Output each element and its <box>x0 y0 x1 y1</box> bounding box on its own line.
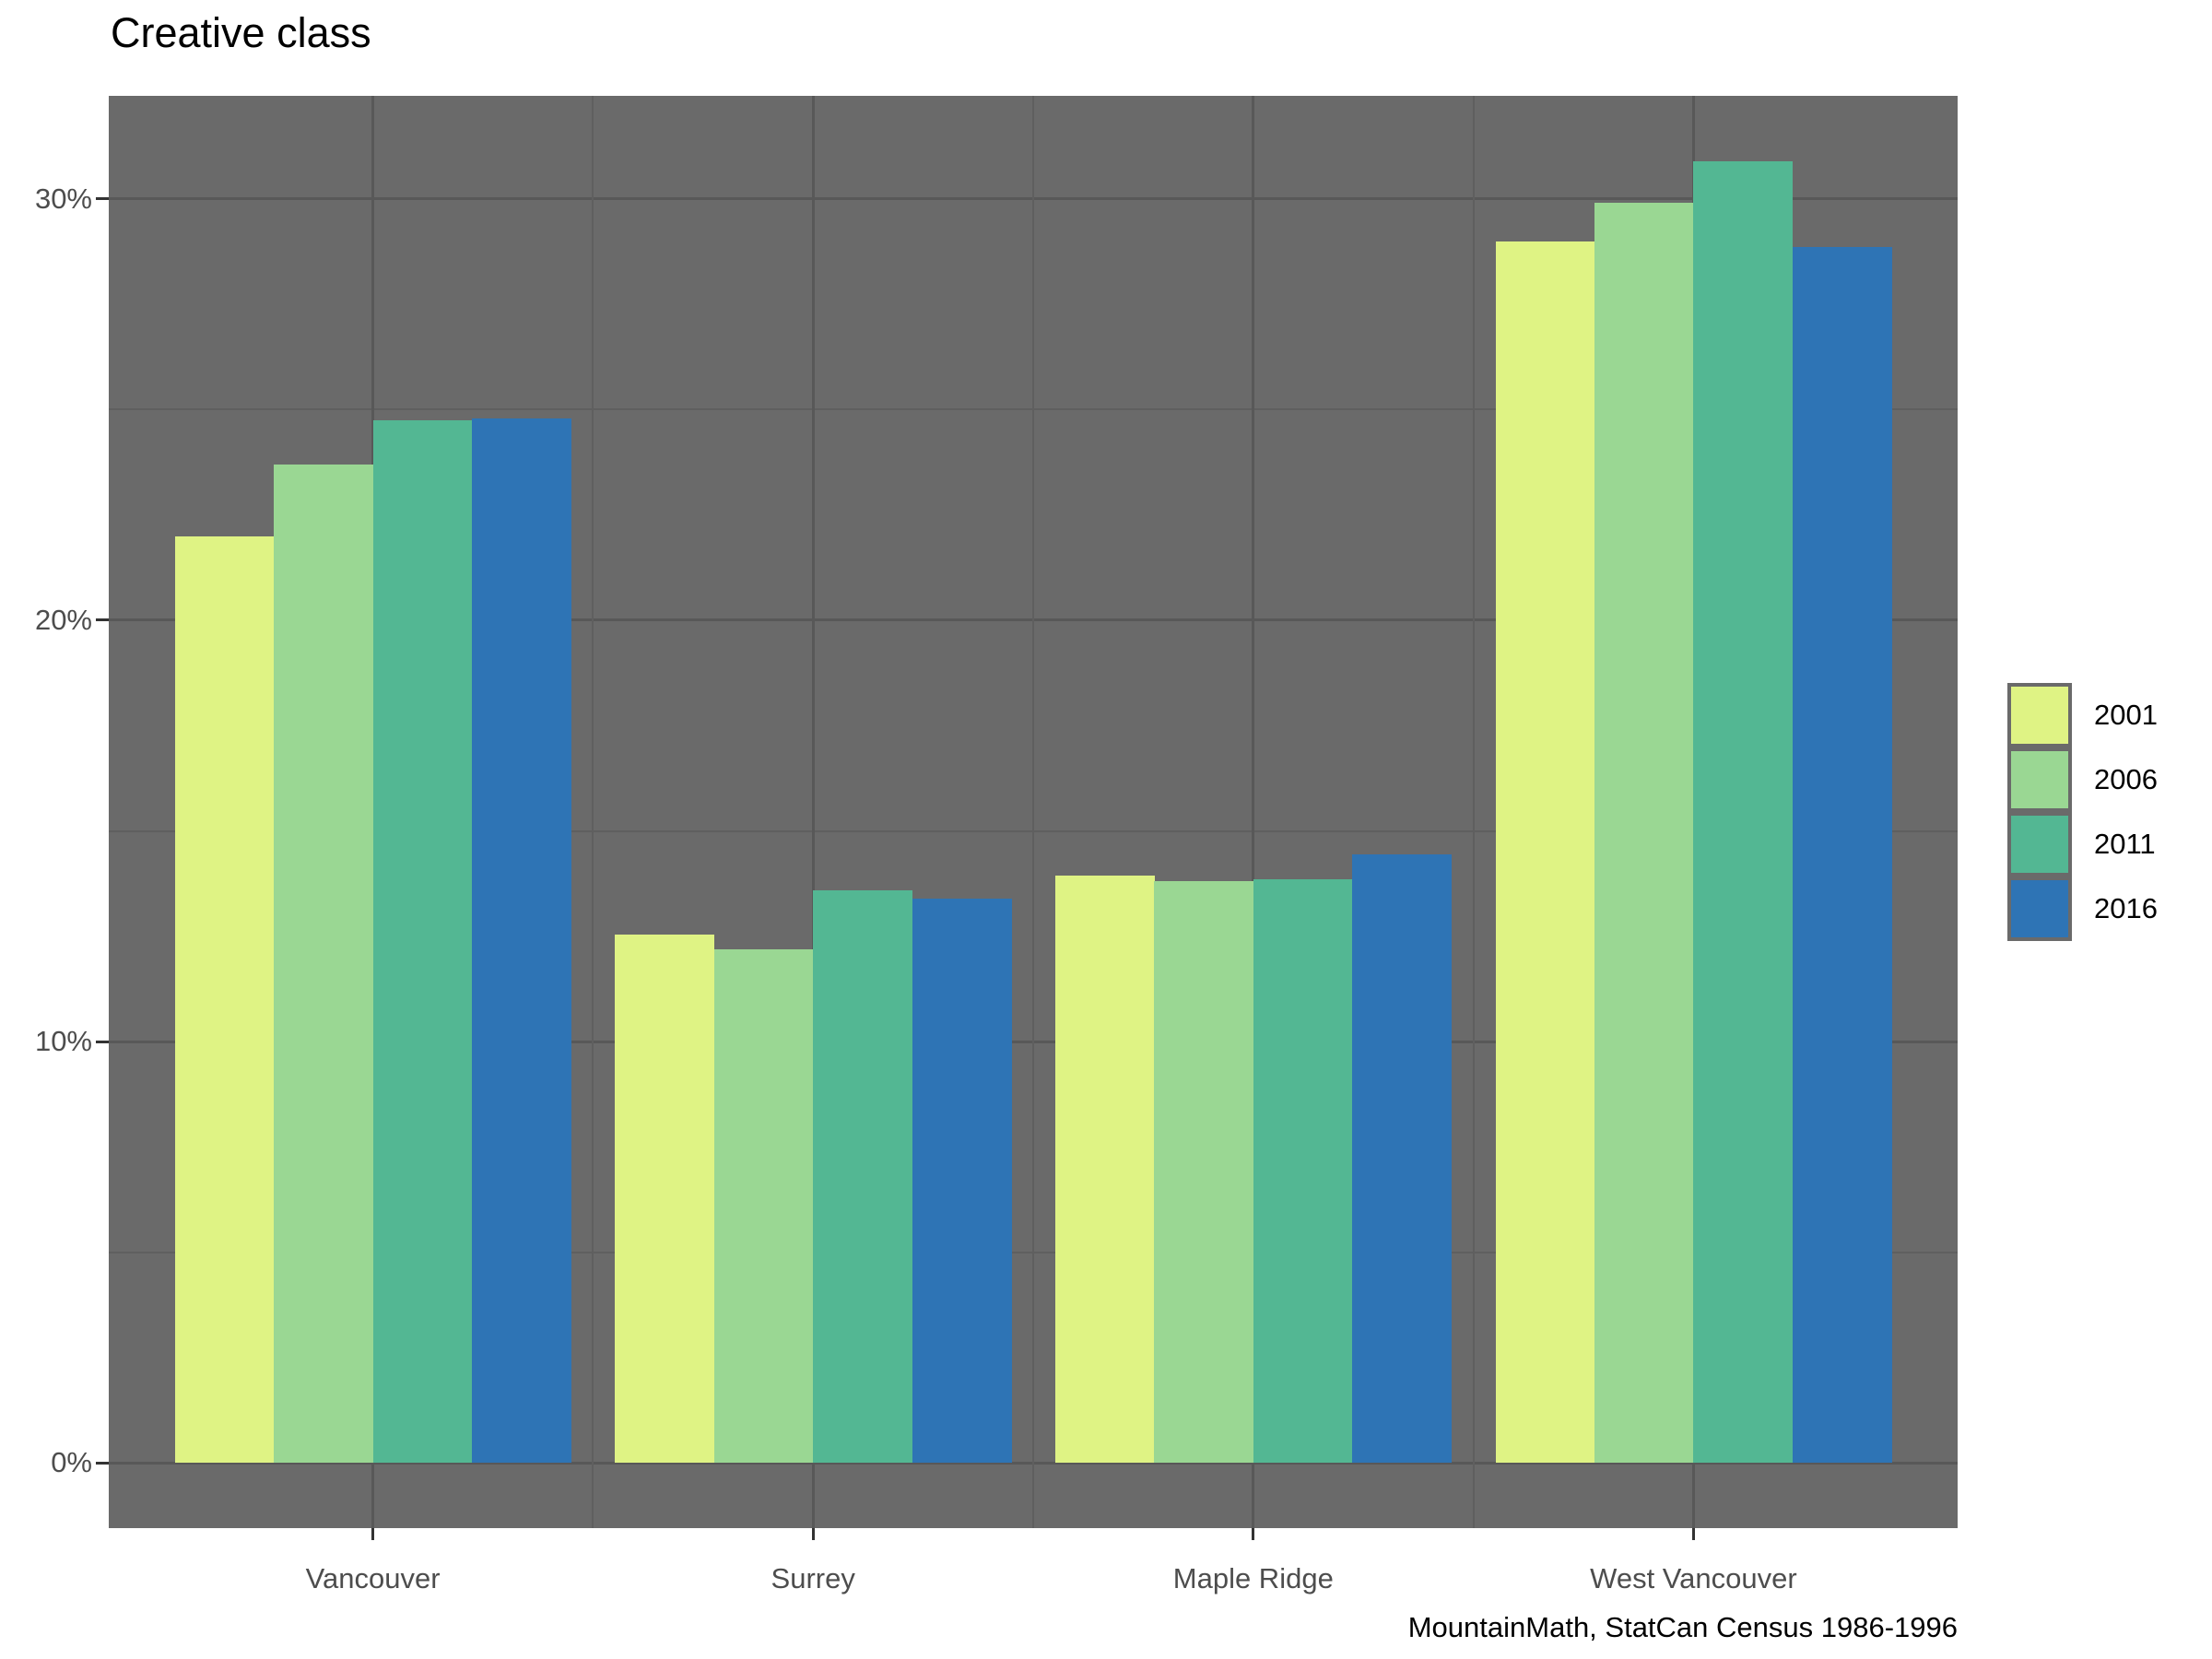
y-tick-label-20: 20% <box>34 603 92 636</box>
gridline-minor-v <box>1472 96 1475 1528</box>
bar-vancouver-2001 <box>174 535 275 1464</box>
bar-west-vancouver-2001 <box>1495 241 1595 1464</box>
x-tick-label-west-vancouver: West Vancouver <box>1590 1562 1797 1594</box>
x-tick-mark <box>1252 1528 1255 1540</box>
gridline-major-v <box>811 96 815 1528</box>
legend: 2001 2006 2011 2016 <box>2007 683 2158 941</box>
legend-swatch-2016 <box>2007 877 2072 941</box>
x-tick-mark <box>1691 1528 1695 1540</box>
bar-vancouver-2011 <box>372 419 473 1464</box>
y-tick-mark <box>96 1040 109 1043</box>
x-tick-label-vancouver: Vancouver <box>305 1562 441 1594</box>
x-tick-label-surrey: Surrey <box>771 1562 855 1594</box>
legend-item-2016: 2016 <box>2007 877 2158 941</box>
chart-title: Creative class <box>111 9 371 56</box>
legend-item-2001: 2001 <box>2007 683 2158 747</box>
bar-maple-ridge-2011 <box>1253 879 1353 1464</box>
bar-maple-ridge-2016 <box>1352 853 1453 1464</box>
gridline-minor-v <box>1032 96 1034 1528</box>
legend-label-2001: 2001 <box>2094 699 2158 731</box>
bar-surrey-2011 <box>813 889 913 1464</box>
bar-maple-ridge-2006 <box>1154 881 1254 1464</box>
bar-west-vancouver-2016 <box>1792 247 1892 1464</box>
y-tick-mark <box>96 1461 109 1465</box>
y-tick-label-30: 30% <box>34 182 92 215</box>
y-tick-mark <box>96 197 109 201</box>
legend-swatch-2001 <box>2007 683 2072 747</box>
legend-label-2011: 2011 <box>2094 828 2156 860</box>
bar-surrey-2006 <box>713 948 814 1464</box>
bar-vancouver-2016 <box>472 418 571 1464</box>
bar-surrey-2001 <box>615 934 715 1464</box>
legend-item-2006: 2006 <box>2007 747 2158 812</box>
bar-west-vancouver-2006 <box>1594 203 1694 1464</box>
bar-maple-ridge-2001 <box>1054 875 1155 1464</box>
gridline-minor-v <box>592 96 594 1528</box>
y-tick-label-10: 10% <box>34 1025 92 1058</box>
caption: MountainMath, StatCan Census 1986-1996 <box>1407 1611 1958 1643</box>
legend-swatch-2011 <box>2007 812 2072 877</box>
bar-west-vancouver-2011 <box>1693 160 1794 1464</box>
bar-vancouver-2006 <box>274 464 374 1464</box>
legend-label-2006: 2006 <box>2094 763 2158 795</box>
x-tick-mark <box>811 1528 815 1540</box>
y-tick-mark <box>96 618 109 622</box>
legend-swatch-2006 <box>2007 747 2072 812</box>
x-tick-label-maple-ridge: Maple Ridge <box>1172 1562 1334 1594</box>
bar-surrey-2016 <box>912 898 1012 1464</box>
legend-item-2011: 2011 <box>2007 812 2158 877</box>
y-tick-label-0: 0% <box>51 1446 92 1479</box>
gridline-major-v <box>1252 96 1255 1528</box>
plot-panel <box>109 96 1958 1528</box>
x-tick-mark <box>371 1528 375 1540</box>
legend-label-2016: 2016 <box>2094 892 2158 924</box>
